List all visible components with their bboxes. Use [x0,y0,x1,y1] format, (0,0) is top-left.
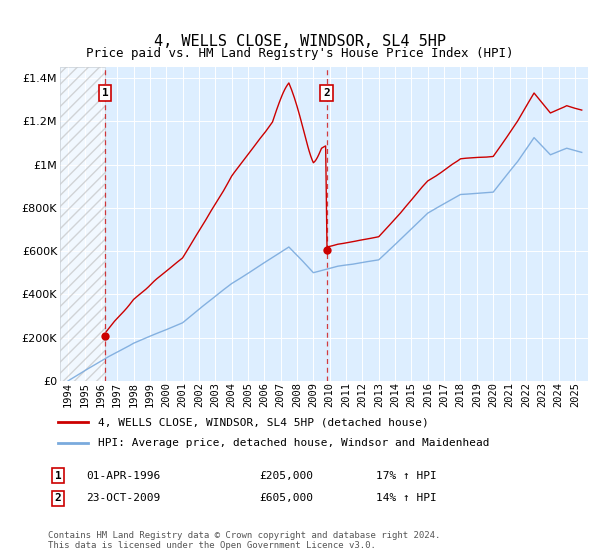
Text: 4, WELLS CLOSE, WINDSOR, SL4 5HP: 4, WELLS CLOSE, WINDSOR, SL4 5HP [154,35,446,49]
Text: 23-OCT-2009: 23-OCT-2009 [86,493,160,503]
Text: 2: 2 [55,493,61,503]
Text: 2: 2 [323,88,330,98]
Text: £605,000: £605,000 [260,493,314,503]
Text: 1: 1 [55,470,61,480]
Text: 17% ↑ HPI: 17% ↑ HPI [376,470,436,480]
Bar [60,67,105,381]
Text: Price paid vs. HM Land Registry's House Price Index (HPI): Price paid vs. HM Land Registry's House … [86,46,514,60]
Text: HPI: Average price, detached house, Windsor and Maidenhead: HPI: Average price, detached house, Wind… [98,438,490,448]
Text: 01-APR-1996: 01-APR-1996 [86,470,160,480]
Text: £205,000: £205,000 [260,470,314,480]
Text: Contains HM Land Registry data © Crown copyright and database right 2024.
This d: Contains HM Land Registry data © Crown c… [48,530,440,550]
Text: 1: 1 [101,88,109,98]
Text: 4, WELLS CLOSE, WINDSOR, SL4 5HP (detached house): 4, WELLS CLOSE, WINDSOR, SL4 5HP (detach… [98,417,429,427]
Text: 14% ↑ HPI: 14% ↑ HPI [376,493,436,503]
